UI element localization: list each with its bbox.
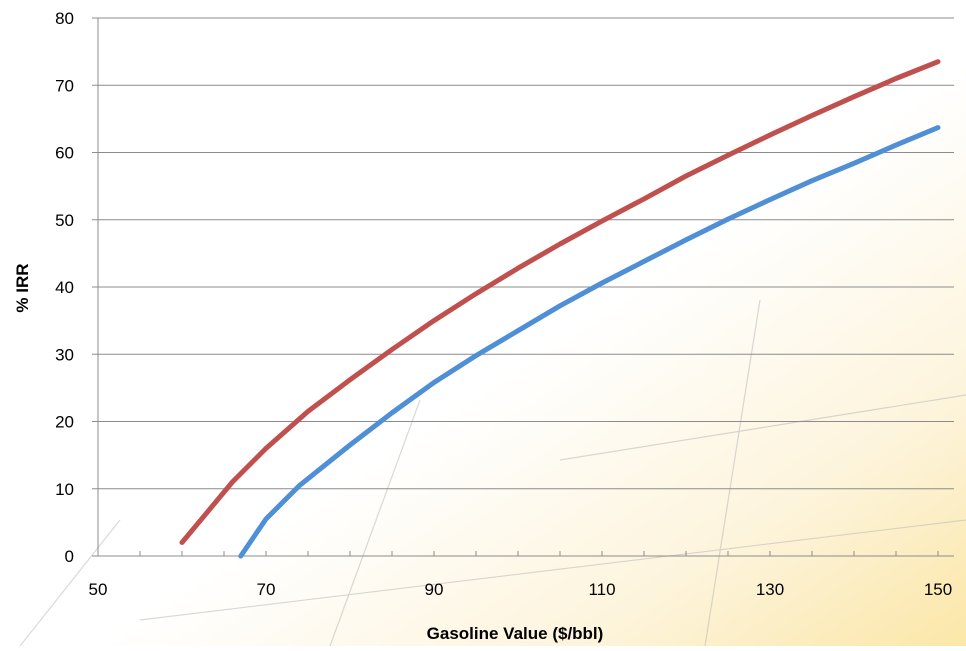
y-tick-label: 40 [55,278,74,297]
x-tick-label: 90 [425,580,444,599]
x-tick-label: 150 [924,580,952,599]
x-axis-title: Gasoline Value ($/bbl) [427,624,604,643]
x-tick-label: 70 [257,580,276,599]
tick-labels: 0 10 20 30 40 50 60 70 80 50 70 90 110 130 150 [55,9,952,599]
x-tick-label: 130 [756,580,784,599]
x-tick-label: 110 [588,580,615,599]
y-tick-label: 10 [55,480,74,499]
gridlines [98,17,954,490]
y-tick-label: 50 [55,211,74,230]
series-line-1 [179,59,941,545]
y-tick-label: 70 [55,76,74,95]
x-tick-label: 50 [89,580,108,599]
series-line-2 [238,125,941,559]
y-tick-label: 0 [65,547,74,566]
background-decoration [19,299,966,647]
series [179,59,941,559]
y-tick-label: 60 [55,144,74,163]
y-tick-label: 80 [55,9,74,28]
y-tick-label: 20 [55,413,74,432]
y-axis-title: % IRR [13,263,32,312]
y-tick-label: 30 [55,345,74,364]
